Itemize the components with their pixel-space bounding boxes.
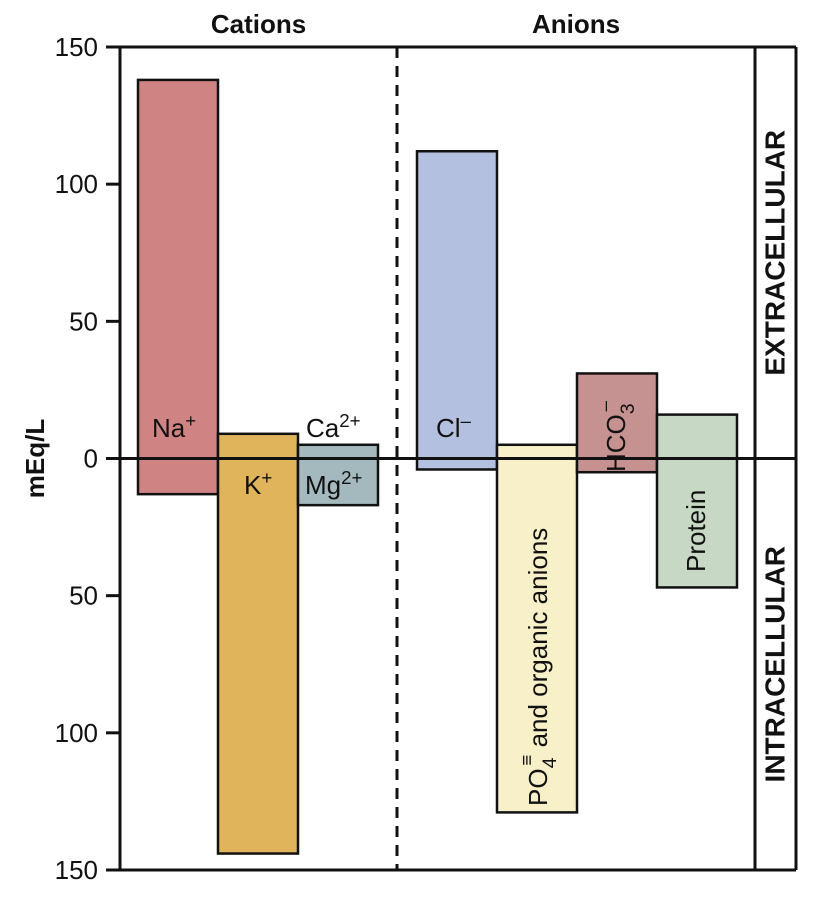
text-layer: 150 100 50 0 50 100 150 mEq/L Cations Anions EXTRA… — [20, 9, 791, 885]
y-axis-label: mEq/L — [20, 419, 50, 499]
y-tick-label: 50 — [69, 581, 98, 611]
na-label: Na+ — [152, 410, 196, 443]
hco3-label: HCO3– — [594, 400, 639, 472]
bars-layer — [136, 78, 739, 855]
compartment-label-intracellular: INTRACELLULAR — [760, 546, 791, 782]
group-heading-cations: Cations — [211, 9, 306, 39]
cl-label-text: Cl — [436, 413, 461, 443]
mg-label-text: Mg — [305, 470, 341, 500]
y-tick-label: 150 — [55, 855, 98, 885]
po4-label-rest: and organic anions — [523, 528, 553, 755]
group-heading-anions: Anions — [532, 9, 620, 39]
mg-label-sup: 2+ — [341, 467, 362, 488]
cl-label: Cl– — [436, 410, 472, 443]
bar-po4 — [495, 443, 579, 814]
compartment-label-extracellular: EXTRACELLULAR — [760, 130, 791, 376]
bar-na — [136, 78, 220, 496]
ca-label-sup: 2+ — [339, 410, 360, 431]
k-label-text: K — [244, 470, 262, 500]
hco3-label-sub: 3 — [617, 403, 639, 414]
na-label-sup: + — [185, 410, 196, 431]
bar-cl — [415, 149, 499, 471]
hco3-label-text: HCO — [601, 414, 631, 472]
bar-protein — [655, 413, 739, 589]
k-label: K+ — [244, 467, 272, 500]
mg-label: Mg2+ — [305, 467, 362, 500]
y-tick-label: 150 — [55, 32, 98, 62]
ca-label: Ca2+ — [306, 410, 361, 443]
frame-layer — [106, 45, 798, 872]
cl-label-sup: – — [461, 410, 472, 431]
po4-label-sub: 4 — [539, 757, 561, 768]
bar-ca-mg — [296, 443, 380, 507]
y-tick-label: 100 — [55, 718, 98, 748]
protein-label-text: Protein — [681, 490, 711, 572]
po4-label-text: PO — [523, 768, 553, 806]
po4-label: PO4≡ and organic anions — [516, 528, 561, 806]
y-tick-label: 0 — [84, 444, 98, 474]
y-tick-label: 100 — [55, 169, 98, 199]
po4-label-sup: ≡ — [516, 755, 537, 766]
hco3-label-sup: – — [594, 400, 615, 411]
bar-hco3 — [575, 372, 659, 474]
bar-k — [216, 432, 300, 855]
ca-label-text: Ca — [306, 413, 340, 443]
na-label-text: Na — [152, 413, 186, 443]
y-tick-label: 50 — [69, 306, 98, 336]
protein-label: Protein — [681, 490, 711, 572]
k-label-sup: + — [261, 467, 272, 488]
